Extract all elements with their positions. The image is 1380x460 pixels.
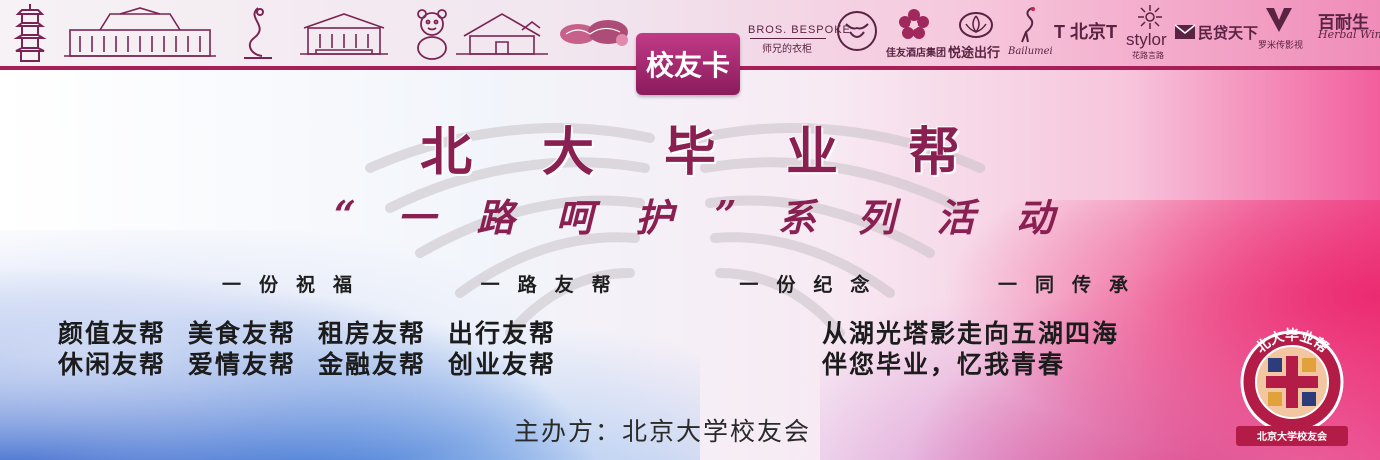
help-item: 出行友帮 — [448, 319, 557, 348]
slogan-row: 一份祝福 一路友帮 一份纪念 一同传承 — [222, 270, 1146, 300]
film-v-icon — [1266, 8, 1292, 32]
subtitle-char: 列 — [857, 194, 896, 240]
stylor-logo: stylor — [1126, 30, 1167, 49]
help-item: 休闲友帮 — [58, 350, 167, 379]
stylor-flower-icon — [1138, 5, 1162, 29]
jiayou-hotel-logo: 佳友酒店集团 — [886, 48, 946, 59]
subtitle-char: 系 — [777, 194, 816, 240]
motto-line: 伴您毕业，忆我青春 — [822, 350, 1066, 379]
slogan: 一路友帮 — [480, 274, 629, 296]
subtitle-char: ” — [714, 191, 737, 237]
help-item: 租房友帮 — [318, 319, 427, 348]
organizer-text: 主办方：北京大学校友会 — [514, 417, 812, 446]
gate-building-icon — [456, 13, 548, 55]
subtitle-char: 路 — [476, 194, 515, 240]
jiayou-flower-icon — [899, 9, 929, 39]
help-services-list: 颜值友帮 美食友帮 租房友帮 出行友帮 休闲友帮 爱情友帮 金融友帮 创业友帮 — [58, 318, 678, 380]
title-char: 北 — [420, 121, 473, 183]
campus-building-icon — [300, 13, 388, 55]
herbal-wine-english: Herbal Wine — [1318, 28, 1380, 41]
right-wing-watermark — [695, 123, 985, 338]
pagoda-icon — [13, 4, 47, 62]
title-char: 大 — [541, 121, 594, 183]
title-char: 帮 — [907, 121, 960, 183]
sculpture-icon — [244, 7, 272, 59]
mindai-envelope-icon — [1174, 24, 1196, 39]
alumni-association-seal: 北大毕业帮 北京大学校友会 — [1236, 327, 1348, 446]
yuetu-logo: 悦途出行 — [948, 45, 1001, 60]
help-item: 爱情友帮 — [188, 350, 297, 379]
subtitle: “ 一 路 呵 护 ” 系 列 活 动 — [334, 186, 1054, 242]
beijing-t-logo: T 北京T — [1054, 22, 1117, 42]
help-item: 颜值友帮 — [58, 319, 167, 348]
bros-bespoke-chinese: 师兄的衣柜 — [762, 44, 812, 55]
cattle-logo-icon — [837, 11, 877, 51]
help-item: 金融友帮 — [318, 350, 427, 379]
stylor-sub: 花路言路 — [1132, 51, 1164, 60]
page-title: 北 大 毕 业 帮 — [420, 112, 960, 183]
help-item: 美食友帮 — [188, 319, 297, 348]
yuetu-lotus-icon — [959, 12, 993, 38]
herbal-wine-logo: 百耐生 — [1318, 13, 1369, 32]
alumni-card-badge: 校友卡 — [636, 33, 740, 95]
bear-mascot-icon — [417, 9, 447, 60]
help-row: 颜值友帮 美食友帮 租房友帮 出行友帮 — [58, 318, 678, 349]
motto-lines: 从湖光塔影走向五湖四海 伴您毕业，忆我青春 — [822, 318, 1242, 380]
film-logo: 罗米传影视 — [1258, 40, 1304, 50]
slogan: 一同传承 — [997, 274, 1146, 296]
motto-line: 从湖光塔影走向五湖四海 — [822, 319, 1120, 348]
title-char: 业 — [785, 121, 838, 183]
library-building-icon — [64, 7, 216, 57]
slogan: 一份祝福 — [222, 274, 371, 296]
blue-swirl-decoration — [0, 230, 700, 460]
subtitle-char: 护 — [635, 194, 674, 240]
subtitle-char: 呵 — [555, 194, 594, 240]
bailumei-logo: Bailumei — [1008, 46, 1053, 57]
bros-bespoke-logo: BROS. BESPOKE — [748, 24, 851, 36]
title-char: 毕 — [663, 121, 716, 183]
flower-art-icon — [560, 20, 628, 46]
subtitle-char: 动 — [1015, 194, 1054, 240]
bros-bespoke-divider — [750, 38, 826, 39]
help-row: 休闲友帮 爱情友帮 金融友帮 创业友帮 — [58, 349, 678, 380]
subtitle-char: “ — [334, 191, 356, 237]
bailumei-crane-icon — [1021, 7, 1035, 43]
subtitle-char: 活 — [936, 194, 975, 240]
left-wing-watermark — [365, 123, 655, 338]
help-item: 创业友帮 — [448, 350, 557, 379]
mindai-logo: 民贷天下 — [1198, 25, 1259, 42]
subtitle-char: 一 — [397, 194, 436, 240]
slogan: 一份纪念 — [739, 274, 888, 296]
seal-bottom-text: 北京大学校友会 — [1257, 430, 1327, 443]
